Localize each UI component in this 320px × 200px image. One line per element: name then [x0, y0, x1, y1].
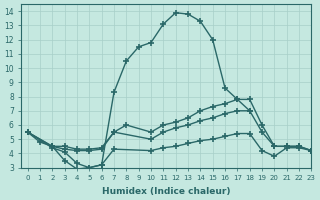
X-axis label: Humidex (Indice chaleur): Humidex (Indice chaleur)	[102, 187, 231, 196]
